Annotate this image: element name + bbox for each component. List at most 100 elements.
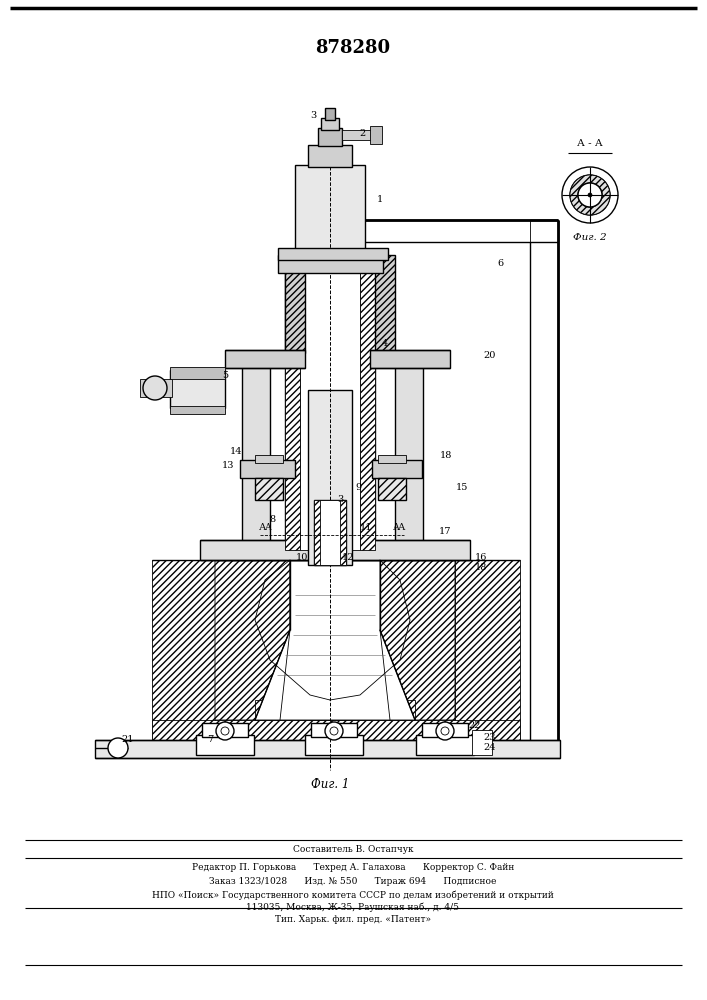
Text: 6: 6: [497, 259, 503, 268]
Bar: [285, 255, 305, 353]
Bar: [311, 723, 357, 737]
Text: 8: 8: [269, 516, 275, 524]
Bar: [318, 500, 342, 565]
Text: 5: 5: [222, 370, 228, 379]
Text: Составитель В. Остапчук: Составитель В. Остапчук: [293, 846, 414, 854]
Circle shape: [578, 183, 602, 207]
Bar: [378, 455, 406, 463]
Bar: [472, 730, 492, 755]
Bar: [202, 723, 248, 737]
Bar: [240, 460, 295, 478]
Polygon shape: [215, 560, 290, 720]
Bar: [170, 367, 225, 379]
Text: 12: 12: [341, 554, 354, 562]
Text: Заказ 1323/1028      Изд. № 550      Тираж 694      Подписное: Заказ 1323/1028 Изд. № 550 Тираж 694 Под…: [209, 878, 497, 886]
Bar: [140, 379, 172, 397]
Bar: [422, 723, 468, 737]
Circle shape: [216, 722, 234, 740]
Bar: [308, 390, 352, 565]
Bar: [530, 220, 558, 750]
Text: А: А: [264, 522, 271, 532]
Bar: [255, 455, 283, 463]
Polygon shape: [360, 270, 375, 550]
Bar: [170, 406, 225, 414]
Text: 21: 21: [122, 736, 134, 744]
Bar: [200, 540, 470, 560]
Text: 2: 2: [360, 129, 366, 138]
Text: А: А: [392, 522, 399, 532]
Text: 14: 14: [230, 448, 243, 456]
Circle shape: [221, 727, 229, 735]
Bar: [342, 130, 372, 140]
Circle shape: [588, 193, 592, 197]
Bar: [196, 735, 254, 755]
Circle shape: [143, 376, 167, 400]
Polygon shape: [380, 560, 455, 720]
Bar: [242, 355, 270, 555]
Bar: [255, 478, 283, 500]
Text: 24: 24: [484, 744, 496, 752]
Text: 113035, Москва, Ж-35, Раушская наб., д. 4/5: 113035, Москва, Ж-35, Раушская наб., д. …: [247, 902, 460, 912]
Text: 3: 3: [310, 110, 316, 119]
Bar: [170, 370, 225, 408]
Polygon shape: [255, 560, 415, 720]
Bar: [200, 540, 470, 560]
Text: 3: 3: [337, 495, 343, 504]
Text: 10: 10: [296, 554, 308, 562]
Polygon shape: [285, 270, 300, 550]
Text: 20: 20: [484, 352, 496, 360]
Bar: [378, 478, 406, 500]
Text: 15: 15: [456, 484, 468, 492]
Text: 9: 9: [355, 484, 361, 492]
Text: А: А: [259, 522, 267, 532]
Text: 11: 11: [360, 524, 373, 532]
Bar: [370, 126, 382, 144]
Bar: [325, 108, 335, 120]
Bar: [278, 248, 388, 260]
Text: 16: 16: [475, 554, 487, 562]
Bar: [318, 128, 342, 146]
Text: 7: 7: [207, 736, 213, 744]
Text: 17: 17: [439, 528, 451, 536]
Circle shape: [436, 722, 454, 740]
Circle shape: [570, 175, 610, 215]
Bar: [95, 740, 560, 758]
Bar: [300, 270, 360, 550]
Bar: [375, 255, 395, 353]
Text: Фиг. 1: Фиг. 1: [311, 778, 349, 792]
Text: Редактор П. Горькова      Техред А. Галахова      Корректор С. Файн: Редактор П. Горькова Техред А. Галахова …: [192, 863, 514, 872]
Circle shape: [562, 167, 618, 223]
Bar: [372, 460, 422, 478]
Text: 1: 1: [377, 196, 383, 205]
Circle shape: [441, 727, 449, 735]
Text: НПО «Поиск» Государственного комитета СССР по делам изобретений и открытий: НПО «Поиск» Государственного комитета СС…: [152, 890, 554, 900]
Text: Фиг. 2: Фиг. 2: [573, 232, 607, 241]
Polygon shape: [255, 700, 415, 720]
Polygon shape: [340, 500, 346, 565]
Bar: [305, 735, 363, 755]
Bar: [314, 500, 346, 565]
Text: 23: 23: [484, 732, 496, 742]
Bar: [225, 350, 305, 368]
Polygon shape: [152, 720, 520, 740]
Text: 878280: 878280: [315, 39, 390, 57]
Bar: [321, 118, 339, 130]
Text: 4: 4: [382, 338, 388, 348]
Polygon shape: [152, 560, 215, 740]
Text: А: А: [398, 522, 406, 532]
Bar: [285, 270, 375, 550]
Bar: [416, 735, 474, 755]
Bar: [370, 350, 450, 368]
Text: 18: 18: [475, 564, 487, 572]
Circle shape: [570, 175, 610, 215]
Circle shape: [578, 183, 602, 207]
Circle shape: [108, 738, 128, 758]
Polygon shape: [455, 560, 520, 740]
Text: Тип. Харьк. фил. пред. «Патент»: Тип. Харьк. фил. пред. «Патент»: [275, 916, 431, 924]
Text: 18: 18: [440, 450, 452, 460]
Bar: [295, 165, 365, 257]
Text: А - А: А - А: [577, 138, 603, 147]
Bar: [330, 220, 558, 242]
Circle shape: [330, 727, 338, 735]
Text: 13: 13: [222, 460, 234, 470]
